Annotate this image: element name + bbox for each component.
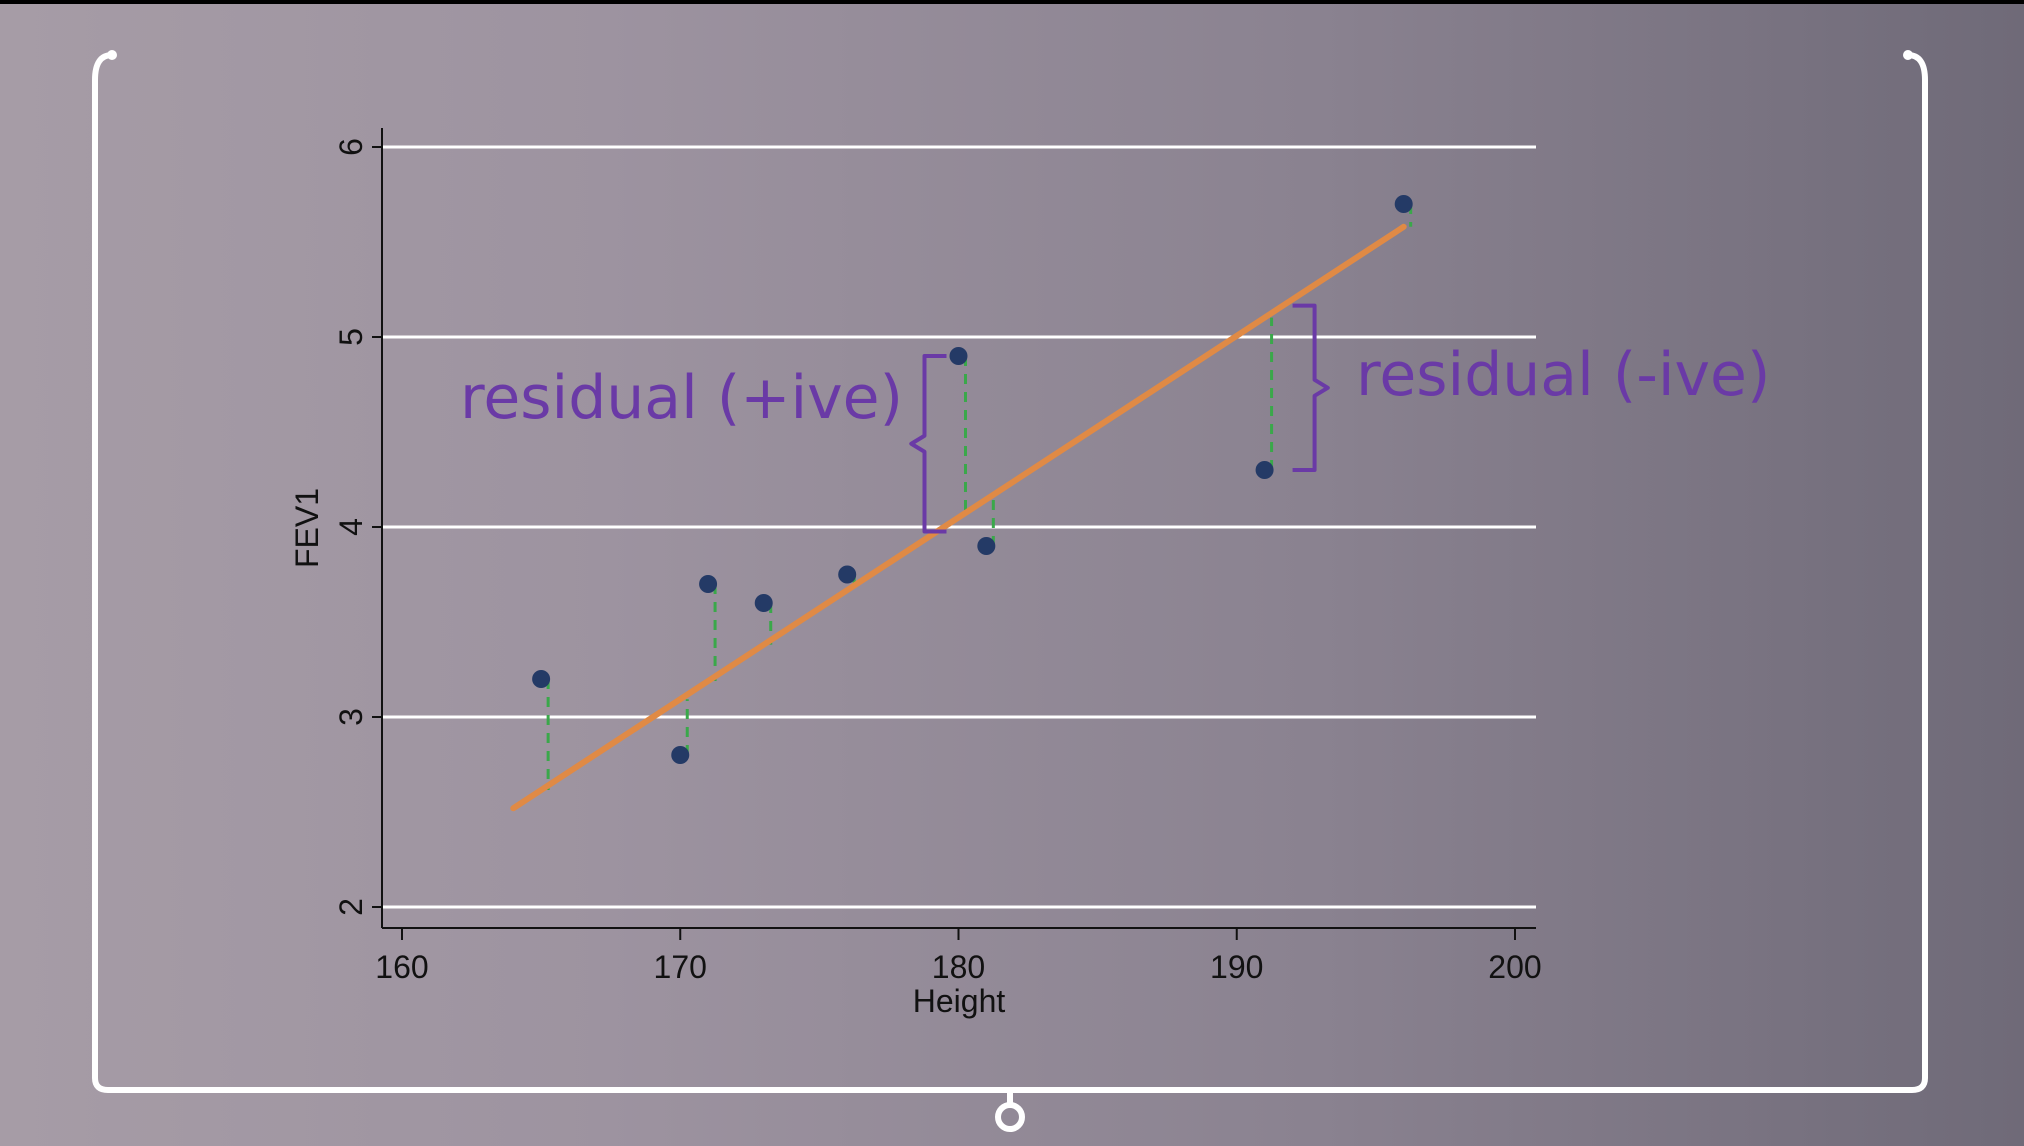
y-tick-label-3: 3 [333, 708, 369, 726]
data-point-3 [754, 594, 773, 612]
top-letterbox [0, 0, 2024, 4]
data-point-0 [532, 670, 551, 688]
y-tick-label-4: 4 [333, 518, 369, 536]
y-tick-label-5: 5 [333, 328, 369, 346]
x-tick-label-200: 200 [1488, 949, 1541, 985]
y-tick-label-6: 6 [333, 138, 369, 156]
frame-corner-dot-right [1903, 50, 1913, 60]
fit-layer [510, 223, 1407, 812]
y-axis-label: FEV1 [289, 488, 325, 568]
ticks-layer: 2 3 4 5 6 160 170 180 190 200 [333, 138, 1542, 985]
grid-layer [382, 145, 1536, 909]
brace-negative [1292, 303, 1330, 472]
x-tick-label-180: 180 [932, 949, 985, 985]
data-point-6 [977, 537, 996, 555]
brace-positive [909, 354, 947, 534]
fitted-line [510, 223, 1407, 812]
data-point-8 [1394, 195, 1413, 213]
x-tick-label-170: 170 [654, 949, 707, 985]
y-tick-label-2: 2 [333, 898, 369, 916]
x-axis-label: Height [913, 983, 1006, 1019]
x-tick-label-160: 160 [375, 949, 428, 985]
data-point-1 [671, 746, 690, 764]
x-tick-label-190: 190 [1210, 949, 1263, 985]
data-point-2 [699, 575, 718, 593]
points-layer [532, 195, 1413, 764]
frame-bottom-circle [995, 1102, 1025, 1132]
data-point-4 [838, 565, 857, 584]
residual-negative-label: residual (-ive) [1356, 340, 1770, 410]
frame-corner-dot-left [107, 50, 117, 60]
data-point-7 [1255, 461, 1274, 479]
residual-positive-label: residual (+ive) [460, 363, 903, 433]
data-point-5 [949, 347, 968, 365]
brace-layer [909, 303, 1330, 534]
